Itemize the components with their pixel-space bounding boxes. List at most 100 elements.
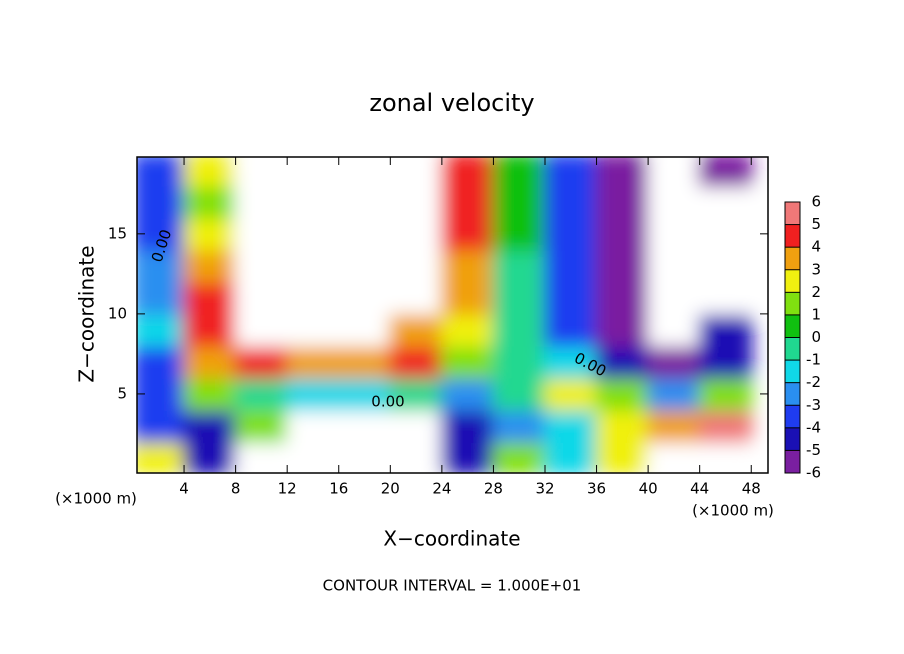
cell	[440, 312, 495, 347]
cell	[595, 408, 650, 443]
cell	[389, 157, 443, 187]
cell	[137, 312, 186, 347]
cell	[492, 344, 546, 379]
cell	[647, 312, 701, 347]
y-tick-label: 10	[108, 304, 127, 322]
cell	[698, 376, 753, 411]
colorbar-swatch	[785, 314, 800, 338]
colorbar-label: 3	[811, 260, 821, 278]
y-axis-label: Z−coordinate	[75, 245, 99, 382]
cell	[440, 216, 495, 251]
cell	[389, 376, 443, 411]
cell	[389, 184, 443, 219]
footnote: CONTOUR INTERVAL = 1.000E+01	[323, 577, 582, 595]
cell	[234, 248, 289, 283]
cell	[286, 280, 340, 315]
x-tick-label: 40	[639, 480, 658, 498]
cell	[183, 344, 237, 379]
cell	[234, 408, 289, 443]
cell	[183, 408, 237, 443]
colorbar-label: -2	[806, 373, 821, 391]
cell	[698, 184, 753, 219]
cell	[337, 248, 392, 283]
cell	[286, 248, 340, 283]
cell	[337, 280, 392, 315]
chart-title: zonal velocity	[369, 89, 534, 117]
cell	[647, 408, 701, 443]
cell	[647, 376, 701, 411]
cell	[286, 312, 340, 347]
cell	[492, 280, 546, 315]
cell	[440, 157, 495, 187]
cell	[543, 280, 598, 315]
cell	[698, 344, 753, 379]
cell	[647, 440, 701, 473]
cell	[595, 376, 650, 411]
cell	[647, 184, 701, 219]
colorbar-label: 5	[811, 215, 821, 233]
cell	[543, 157, 598, 187]
cell	[337, 216, 392, 251]
cell	[647, 248, 701, 283]
cell	[337, 440, 392, 473]
colorbar-label: -5	[806, 441, 821, 459]
cell	[337, 312, 392, 347]
cell	[440, 280, 495, 315]
x-tick-label: 36	[587, 480, 606, 498]
cell	[543, 376, 598, 411]
cell	[137, 157, 186, 187]
plot-frame	[136, 156, 769, 474]
cell	[183, 376, 237, 411]
cell	[234, 216, 289, 251]
cell	[337, 344, 392, 379]
cell	[389, 280, 443, 315]
cell	[137, 440, 186, 473]
cell	[234, 344, 289, 379]
cell	[137, 216, 186, 251]
x-unit-left: (×1000 m)	[55, 490, 137, 508]
cell	[440, 408, 495, 443]
cell	[698, 248, 753, 283]
cell	[698, 408, 753, 443]
cell	[234, 184, 289, 219]
cell	[337, 184, 392, 219]
colorbar-swatch	[785, 247, 800, 270]
cell	[492, 248, 546, 283]
cell	[492, 408, 546, 443]
cell	[492, 216, 546, 251]
x-unit-right: (×1000 m)	[692, 502, 774, 520]
x-tick-label: 48	[742, 480, 761, 498]
colorbar-label: 0	[811, 328, 821, 346]
colorbar-label: -1	[806, 351, 821, 369]
cell	[337, 408, 392, 443]
cell	[234, 280, 289, 315]
cell	[337, 376, 392, 411]
colorbar-swatch	[785, 292, 800, 315]
colorbar-swatch	[785, 450, 800, 473]
colorbar-label: -3	[806, 396, 821, 414]
cell	[543, 216, 598, 251]
colorbar-label: 4	[811, 238, 821, 256]
cell	[389, 440, 443, 473]
cell	[389, 248, 443, 283]
x-tick-label: 32	[535, 480, 554, 498]
x-tick-label: 4	[179, 480, 189, 498]
colorbar-swatch	[785, 405, 800, 428]
colorbar-swatch	[785, 337, 800, 361]
cell	[337, 157, 392, 187]
colorbar-label: 1	[811, 305, 821, 323]
cell	[286, 376, 340, 411]
cell	[183, 184, 237, 219]
colorbar-swatch	[785, 360, 800, 383]
cell	[286, 157, 340, 187]
cell	[440, 184, 495, 219]
cell	[234, 440, 289, 473]
cell	[440, 376, 495, 411]
x-axis-label: X−coordinate	[383, 527, 520, 551]
cells	[137, 157, 753, 473]
cell	[286, 184, 340, 219]
cell	[595, 344, 650, 379]
x-tick-label: 8	[231, 480, 241, 498]
x-tick-label: 24	[432, 480, 451, 498]
